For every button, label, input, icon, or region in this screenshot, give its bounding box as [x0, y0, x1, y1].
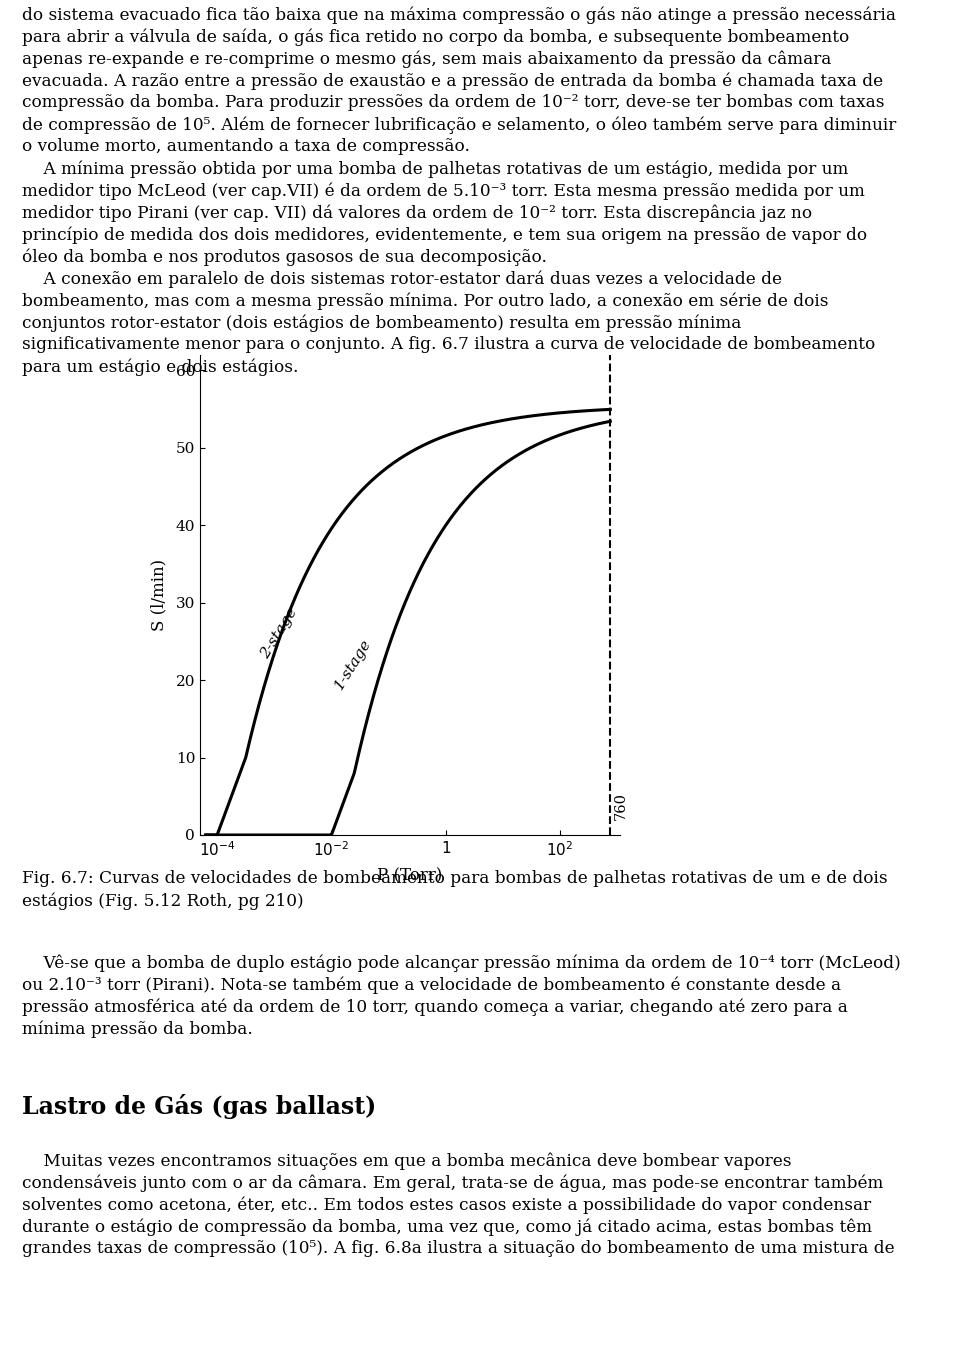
Text: Muitas vezes encontramos situações em que a bomba mecânica deve bombear vapores: Muitas vezes encontramos situações em qu…	[22, 1153, 791, 1169]
Text: o volume morto, aumentando a taxa de compressão.: o volume morto, aumentando a taxa de com…	[22, 138, 470, 155]
Text: medidor tipo Pirani (ver cap. VII) dá valores da ordem de 10⁻² torr. Esta discre: medidor tipo Pirani (ver cap. VII) dá va…	[22, 203, 812, 221]
Text: evacuada. A razão entre a pressão de exaustão e a pressão de entrada da bomba é : evacuada. A razão entre a pressão de exa…	[22, 72, 883, 89]
Text: apenas re-expande e re-comprime o mesmo gás, sem mais abaixamento da pressão da : apenas re-expande e re-comprime o mesmo …	[22, 50, 831, 68]
Text: A conexão em paralelo de dois sistemas rotor-estator dará duas vezes a velocidad: A conexão em paralelo de dois sistemas r…	[22, 270, 782, 287]
Text: óleo da bomba e nos produtos gasosos de sua decomposição.: óleo da bomba e nos produtos gasosos de …	[22, 248, 547, 266]
Text: para abrir a válvula de saída, o gás fica retido no corpo da bomba, e subsequent: para abrir a válvula de saída, o gás fic…	[22, 28, 850, 46]
Text: princípio de medida dos dois medidores, evidentemente, e tem sua origem na press: princípio de medida dos dois medidores, …	[22, 226, 867, 244]
X-axis label: P (Torr): P (Torr)	[377, 866, 443, 884]
Text: A mínima pressão obtida por uma bomba de palhetas rotativas de um estágio, medid: A mínima pressão obtida por uma bomba de…	[22, 160, 849, 178]
Text: durante o estágio de compressão da bomba, uma vez que, como já citado acima, est: durante o estágio de compressão da bomba…	[22, 1218, 872, 1235]
Text: mínima pressão da bomba.: mínima pressão da bomba.	[22, 1020, 252, 1037]
Text: pressão atmosférica até da ordem de 10 torr, quando começa a variar, chegando at: pressão atmosférica até da ordem de 10 t…	[22, 998, 848, 1016]
Text: estágios (Fig. 5.12 Roth, pg 210): estágios (Fig. 5.12 Roth, pg 210)	[22, 892, 303, 910]
Text: compressão da bomba. Para produzir pressões da ordem de 10⁻² torr, deve-se ter b: compressão da bomba. Para produzir press…	[22, 94, 884, 111]
Y-axis label: S (l/min): S (l/min)	[151, 559, 167, 631]
Text: bombeamento, mas com a mesma pressão mínima. Por outro lado, a conexão em série : bombeamento, mas com a mesma pressão mín…	[22, 292, 828, 309]
Text: Fig. 6.7: Curvas de velocidades de bombeamento para bombas de palhetas rotativas: Fig. 6.7: Curvas de velocidades de bombe…	[22, 871, 888, 887]
Text: 760: 760	[613, 792, 628, 819]
Text: do sistema evacuado fica tão baixa que na máxima compressão o gás não atinge a p: do sistema evacuado fica tão baixa que n…	[22, 5, 896, 23]
Text: 1-stage: 1-stage	[332, 637, 374, 693]
Text: grandes taxas de compressão (10⁵). A fig. 6.8a ilustra a situação do bombeamento: grandes taxas de compressão (10⁵). A fig…	[22, 1239, 895, 1257]
Text: Lastro de Gás (gas ballast): Lastro de Gás (gas ballast)	[22, 1094, 376, 1119]
Text: ou 2.10⁻³ torr (Pirani). Nota-se também que a velocidade de bombeamento é consta: ou 2.10⁻³ torr (Pirani). Nota-se também …	[22, 976, 841, 994]
Text: Vê-se que a bomba de duplo estágio pode alcançar pressão mínima da ordem de 10⁻⁴: Vê-se que a bomba de duplo estágio pode …	[22, 955, 900, 971]
Text: conjuntos rotor-estator (dois estágios de bombeamento) resulta em pressão mínima: conjuntos rotor-estator (dois estágios d…	[22, 315, 741, 331]
Text: solventes como acetona, éter, etc.. Em todos estes casos existe a possibilidade : solventes como acetona, éter, etc.. Em t…	[22, 1196, 871, 1214]
Text: condensáveis junto com o ar da câmara. Em geral, trata-se de água, mas pode-se e: condensáveis junto com o ar da câmara. E…	[22, 1174, 883, 1192]
Text: para um estágio e dois estágios.: para um estágio e dois estágios.	[22, 358, 299, 376]
Text: medidor tipo McLeod (ver cap.VII) é da ordem de 5.10⁻³ torr. Esta mesma pressão : medidor tipo McLeod (ver cap.VII) é da o…	[22, 182, 865, 199]
Text: de compressão de 10⁵. Além de fornecer lubrificação e selamento, o óleo também s: de compressão de 10⁵. Além de fornecer l…	[22, 117, 897, 133]
Text: significativamente menor para o conjunto. A fig. 6.7 ilustra a curva de velocida: significativamente menor para o conjunto…	[22, 336, 876, 353]
Text: 2-stage: 2-stage	[258, 606, 300, 662]
